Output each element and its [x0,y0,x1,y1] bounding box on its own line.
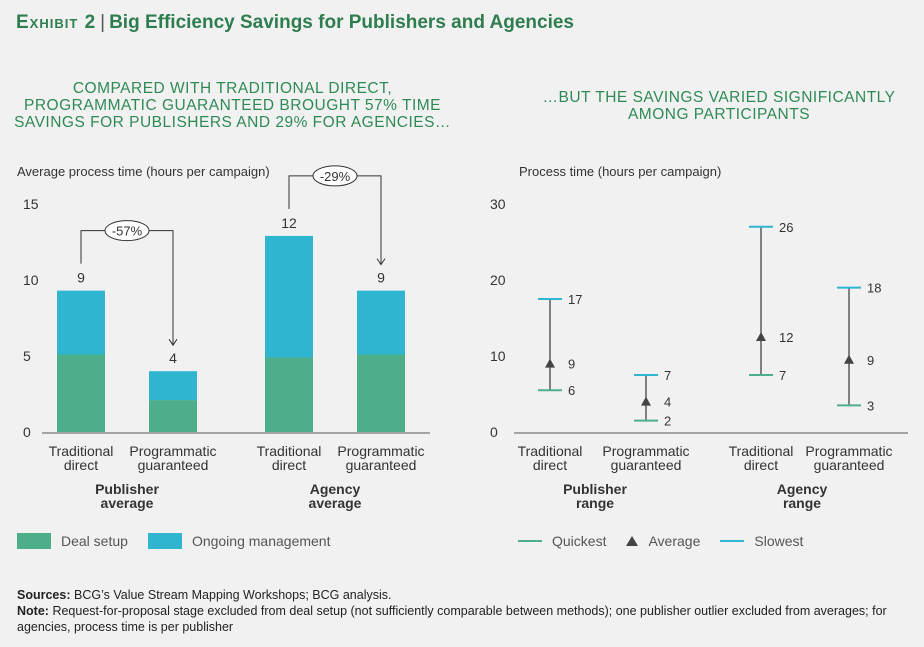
triangle-icon [626,536,639,546]
quickest-label: 3 [867,398,874,413]
average-label: 12 [779,330,793,345]
quickest-label: 6 [568,383,575,398]
x-tick-label: Traditional direct [49,443,114,473]
bar-segment-deal-setup [357,354,405,432]
average-marker [545,358,555,368]
annotation-arrowhead [168,338,178,347]
average-label: 9 [867,353,874,368]
y-tick-label: 15 [23,196,39,212]
x-tick-label: Programmatic guaranteed [805,443,892,473]
legend-swatch-ongoing [147,533,182,549]
y-tick-label: 10 [23,272,39,288]
range-chart: 0 10 20 30 17 9 6 Traditional direct 7 4 2 Programma… [490,196,908,511]
note-text: Request-for-proposal stage excluded from… [17,604,887,634]
slowest-label: 17 [568,292,582,307]
x-tick-label: Traditional direct [518,443,583,473]
legend-label: Average [648,533,701,549]
bar-segment-ongoing [357,290,405,355]
annotation-label: -29% [320,169,351,184]
annotation-bubble [104,220,150,242]
bar-segment-ongoing [57,290,105,355]
legend-line-slowest [720,540,745,542]
sources-text: BCG’s Value Stream Mapping Workshops; BC… [73,588,392,602]
group-label: Agency range [777,481,828,511]
bar-total-label: 9 [77,270,85,286]
y-tick-label: 0 [23,424,31,440]
bar-segment-deal-setup [57,354,105,432]
legend-label: Deal setup [61,533,128,549]
y-tick-label: 5 [23,348,31,364]
group-label: Publisher range [563,481,627,511]
sources-line: Sources: BCG’s Value Stream Mapping Work… [17,587,907,603]
left-legend: Deal setup Ongoing management [17,533,350,549]
legend-item-ongoing-management: Ongoing management [147,533,331,549]
x-tick-label: Traditional direct [729,443,794,473]
y-tick-label: 0 [490,424,498,440]
annotation-arrowhead [376,258,386,266]
legend-swatch-deal-setup [17,533,51,549]
legend-item-quickest: Quickest [518,533,606,549]
exhibit-title: Exhibit 2 | Big Efficiency Savings for Pub… [16,12,574,34]
annotation-bubble [312,165,358,187]
quickest-label: 2 [664,414,671,429]
bar-total-label: 12 [281,215,297,231]
bar-total-label: 9 [377,270,385,286]
legend-item-deal-setup: Deal setup [17,533,128,549]
legend-label: Quickest [552,533,607,549]
group-label: Publisher average [95,481,159,511]
exhibit-title-text: Big Efficiency Savings for Publishers an… [109,12,575,33]
average-label: 4 [664,395,671,410]
note-label: Note: [17,604,49,618]
right-axis-title: Process time (hours per campaign) [519,164,722,179]
annotation-label: -57% [112,224,143,239]
exhibit-number: Exhibit 2 [16,12,97,33]
left-axis-title: Average process time (hours per campaign… [17,164,270,179]
quickest-label: 7 [779,368,786,383]
title-separator: | [100,12,106,33]
y-tick-label: 10 [490,348,506,364]
y-tick-label: 20 [490,272,506,288]
group-label: Agency average [309,481,362,511]
bar-segment-deal-setup [149,400,197,432]
y-tick-label: 30 [490,196,506,212]
x-tick-label: Programmatic guaranteed [337,443,424,473]
slowest-label: 26 [779,220,793,235]
right-panel-subtitle: …BUT THE SAVINGS VARIED SIGNIFICANTLY AM… [542,89,896,123]
legend-label: Slowest [754,533,804,549]
x-tick-label: Programmatic guaranteed [602,443,689,473]
average-marker [641,396,651,406]
average-marker [756,332,766,341]
note-line: Note: Request-for-proposal stage exclude… [17,603,907,635]
bar-segment-deal-setup [265,357,313,432]
bar-segment-ongoing [265,235,313,358]
x-tick-label: Programmatic guaranteed [129,443,216,473]
bar-segment-ongoing [149,371,197,401]
right-legend: Quickest Average Slowest [518,533,823,549]
legend-item-slowest: Slowest [720,533,803,549]
x-tick-label: Traditional direct [257,443,322,473]
slowest-label: 18 [867,281,881,296]
average-label: 9 [568,357,575,372]
slowest-label: 7 [664,368,671,383]
legend-label: Ongoing management [191,533,331,549]
average-marker [844,354,854,364]
legend-line-quickest [518,540,542,542]
bar-total-label: 4 [169,350,177,366]
sources-label: Sources: [17,588,71,602]
left-panel-subtitle: COMPARED WITH TRADITIONAL DIRECT, PROGRA… [14,80,451,131]
legend-item-average: Average [626,533,700,549]
bar-chart: 0 5 10 15 9 Traditional direct 4 Programmatic gua… [23,165,430,511]
